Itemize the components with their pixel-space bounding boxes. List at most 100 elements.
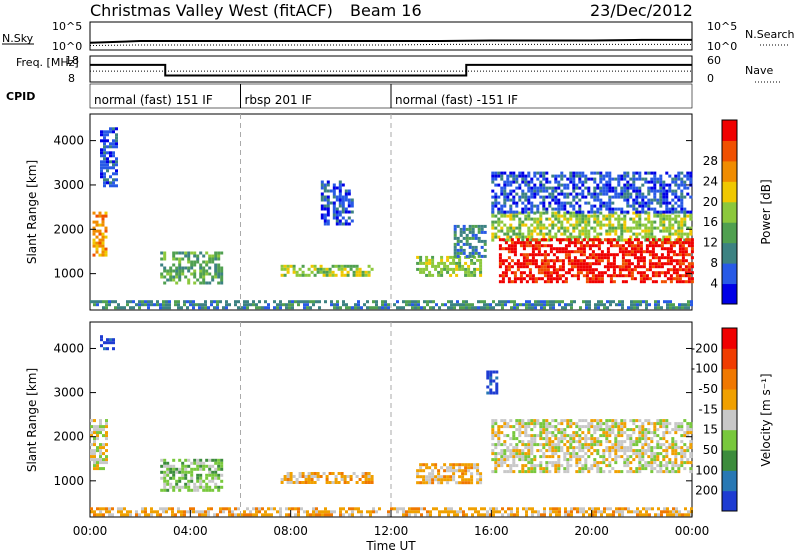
heat-cell — [473, 463, 477, 467]
heat-cell — [312, 510, 315, 514]
heat-cell — [528, 507, 531, 511]
heat-cell — [524, 174, 528, 178]
heat-cell — [101, 250, 105, 254]
heat-cell — [663, 247, 667, 251]
heat-cell — [319, 270, 323, 274]
heat-cell — [542, 437, 546, 441]
heat-cell — [455, 261, 459, 265]
heat-cell — [104, 253, 108, 257]
heat-cell — [672, 277, 676, 281]
heat-cell — [552, 265, 556, 269]
heat-cell — [449, 475, 453, 479]
heat-cell — [96, 431, 99, 435]
heat-cell — [183, 510, 186, 514]
heat-cell — [578, 214, 582, 218]
heat-cell — [338, 192, 342, 196]
heat-cell — [522, 277, 526, 281]
heat-cell — [310, 475, 314, 478]
heat-cell — [575, 446, 579, 450]
heat-cell — [546, 253, 550, 257]
heat-cell — [522, 259, 526, 263]
heat-cell — [347, 201, 351, 205]
velocity-cbar-label: Velocity [m s⁻¹] — [759, 373, 773, 466]
heat-cell — [546, 300, 549, 304]
heat-cell — [650, 201, 654, 205]
heat-cell — [587, 220, 591, 224]
heat-cell — [109, 160, 112, 164]
heat-cell — [527, 186, 531, 190]
heat-cell — [605, 446, 609, 450]
heat-cell — [671, 217, 675, 221]
heat-cell — [596, 235, 600, 239]
heat-cell — [641, 437, 645, 441]
heat-cell — [635, 189, 639, 193]
heat-cell — [687, 238, 691, 242]
heat-cell — [540, 262, 544, 266]
heat-cell — [596, 449, 600, 453]
heat-cell — [689, 195, 693, 199]
heat-cell — [261, 306, 264, 310]
heat-cell — [476, 258, 480, 262]
heat-cell — [653, 458, 657, 462]
heat-cell — [539, 226, 543, 230]
heat-cell — [608, 210, 612, 214]
heat-cell — [96, 425, 99, 429]
heat-cell — [635, 440, 639, 444]
heat-cell — [503, 455, 507, 459]
heat-cell — [674, 201, 678, 205]
heat-cell — [458, 466, 462, 470]
heat-cell — [138, 303, 141, 307]
heat-cell — [570, 259, 574, 263]
heat-cell — [536, 192, 540, 196]
heat-cell — [483, 300, 486, 304]
heat-cell — [422, 261, 426, 265]
heat-cell — [687, 244, 691, 248]
heat-cell — [95, 214, 99, 218]
heat-cell — [602, 189, 606, 193]
heat-cell — [668, 235, 672, 239]
heat-cell — [106, 160, 109, 164]
heat-cell — [683, 180, 687, 184]
heat-cell — [627, 507, 630, 511]
heat-cell — [515, 464, 519, 468]
heat-cell — [555, 513, 558, 517]
heat-cell — [539, 422, 543, 426]
heat-cell — [648, 250, 652, 254]
heat-cell — [587, 201, 591, 205]
heat-cell — [99, 446, 102, 450]
heat-cell — [521, 207, 525, 211]
heat-cell — [630, 510, 633, 514]
heat-cell — [319, 475, 323, 478]
heat-cell — [199, 467, 203, 471]
heat-cell — [648, 513, 651, 517]
heat-cell — [656, 422, 660, 426]
heat-cell — [313, 472, 317, 475]
heat-cell — [599, 180, 603, 184]
heat-cell — [615, 241, 619, 245]
heat-cell — [650, 180, 654, 184]
heat-cell — [548, 425, 552, 429]
heat-cell — [509, 226, 513, 230]
heat-cell — [644, 461, 648, 465]
heat-cell — [593, 195, 597, 199]
heat-cell — [608, 207, 612, 211]
heat-cell — [530, 201, 534, 205]
heat-cell — [599, 467, 603, 471]
heat-cell — [419, 463, 423, 467]
heat-cell — [196, 278, 200, 282]
heat-cell — [590, 195, 594, 199]
heat-cell — [489, 507, 492, 511]
heat-cell — [653, 455, 657, 459]
heat-cell — [225, 507, 228, 511]
heat-cell — [498, 247, 502, 251]
heat-cell — [650, 437, 654, 441]
heat-cell — [647, 449, 651, 453]
heat-cell — [575, 464, 579, 468]
heat-cell — [169, 467, 173, 471]
y-tick-label: 2000 — [53, 430, 84, 444]
heat-cell — [506, 449, 510, 453]
heat-cell — [358, 478, 362, 481]
heat-cell — [196, 488, 200, 492]
heat-cell — [497, 464, 501, 468]
heat-cell — [258, 510, 261, 514]
